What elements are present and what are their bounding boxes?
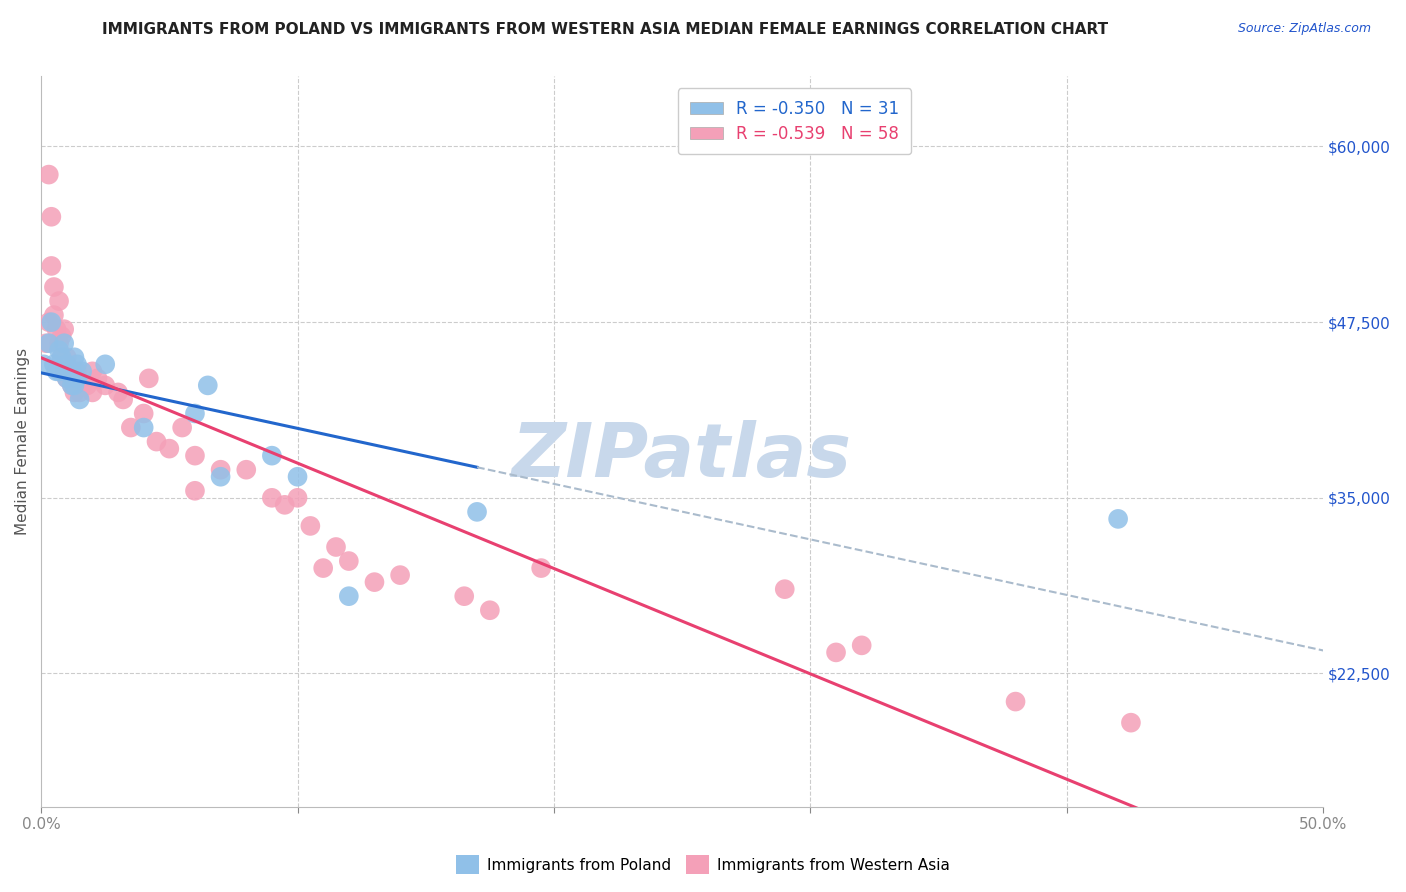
Point bbox=[60, 371, 83, 385]
Point bbox=[184, 483, 207, 498]
Point bbox=[235, 463, 257, 477]
Point bbox=[299, 519, 322, 533]
Point bbox=[55, 357, 77, 371]
Point bbox=[86, 371, 108, 385]
Point bbox=[41, 315, 63, 329]
Point bbox=[48, 343, 70, 358]
Point bbox=[69, 392, 91, 407]
Text: Source: ZipAtlas.com: Source: ZipAtlas.com bbox=[1237, 22, 1371, 36]
Point bbox=[58, 364, 80, 378]
Point bbox=[389, 568, 412, 582]
Point bbox=[53, 364, 76, 378]
Point bbox=[94, 357, 117, 371]
Point bbox=[773, 582, 796, 596]
Point bbox=[51, 351, 73, 365]
Y-axis label: Median Female Earnings: Median Female Earnings bbox=[15, 348, 30, 535]
Point bbox=[825, 645, 848, 659]
Point bbox=[184, 407, 207, 421]
Point bbox=[48, 336, 70, 351]
Text: ZIPatlas: ZIPatlas bbox=[512, 420, 852, 492]
Point bbox=[38, 168, 60, 182]
Point bbox=[851, 639, 873, 653]
Point bbox=[132, 420, 155, 434]
Point bbox=[53, 336, 76, 351]
Point bbox=[337, 589, 360, 603]
Point bbox=[42, 308, 65, 322]
Point bbox=[66, 364, 89, 378]
Point bbox=[363, 575, 385, 590]
Point bbox=[287, 469, 309, 483]
Point bbox=[42, 280, 65, 294]
Point bbox=[41, 210, 63, 224]
Point bbox=[312, 561, 335, 575]
Point bbox=[66, 357, 89, 371]
Point bbox=[48, 294, 70, 309]
Point bbox=[197, 378, 219, 392]
Point bbox=[94, 378, 117, 392]
Point bbox=[69, 385, 91, 400]
Point bbox=[53, 364, 76, 378]
Text: IMMIGRANTS FROM POLAND VS IMMIGRANTS FROM WESTERN ASIA MEDIAN FEMALE EARNINGS CO: IMMIGRANTS FROM POLAND VS IMMIGRANTS FRO… bbox=[101, 22, 1108, 37]
Point bbox=[132, 407, 155, 421]
Point bbox=[41, 259, 63, 273]
Point bbox=[60, 364, 83, 378]
Point bbox=[530, 561, 553, 575]
Point bbox=[145, 434, 167, 449]
Point bbox=[53, 322, 76, 336]
Point bbox=[120, 420, 142, 434]
Point bbox=[172, 420, 194, 434]
Point bbox=[107, 385, 129, 400]
Point bbox=[38, 336, 60, 351]
Point bbox=[48, 364, 70, 378]
Point bbox=[209, 469, 232, 483]
Point bbox=[260, 491, 283, 505]
Point bbox=[51, 351, 73, 365]
Point bbox=[184, 449, 207, 463]
Point bbox=[287, 491, 309, 505]
Point bbox=[112, 392, 135, 407]
Point bbox=[45, 322, 67, 336]
Point bbox=[58, 364, 80, 378]
Point bbox=[478, 603, 501, 617]
Point bbox=[35, 336, 58, 351]
Point bbox=[55, 371, 77, 385]
Point bbox=[51, 329, 73, 343]
Point bbox=[453, 589, 475, 603]
Point bbox=[60, 378, 83, 392]
Point bbox=[1004, 695, 1026, 709]
Point bbox=[60, 378, 83, 392]
Point bbox=[55, 351, 77, 365]
Point bbox=[209, 463, 232, 477]
Point bbox=[1119, 715, 1142, 730]
Legend: Immigrants from Poland, Immigrants from Western Asia: Immigrants from Poland, Immigrants from … bbox=[450, 849, 956, 880]
Point bbox=[70, 378, 93, 392]
Point bbox=[70, 364, 93, 378]
Point bbox=[63, 378, 86, 392]
Point bbox=[274, 498, 297, 512]
Point bbox=[337, 554, 360, 568]
Point bbox=[42, 357, 65, 371]
Point bbox=[82, 385, 104, 400]
Legend: R = -0.350   N = 31, R = -0.539   N = 58: R = -0.350 N = 31, R = -0.539 N = 58 bbox=[678, 88, 911, 154]
Point bbox=[157, 442, 180, 456]
Point bbox=[45, 364, 67, 378]
Point bbox=[55, 371, 77, 385]
Point bbox=[66, 371, 89, 385]
Point bbox=[325, 540, 347, 554]
Point bbox=[63, 385, 86, 400]
Point bbox=[32, 357, 55, 371]
Point bbox=[63, 351, 86, 365]
Point bbox=[1107, 512, 1129, 526]
Point bbox=[465, 505, 488, 519]
Point bbox=[138, 371, 160, 385]
Point bbox=[76, 378, 98, 392]
Point bbox=[63, 364, 86, 378]
Point bbox=[38, 315, 60, 329]
Point bbox=[260, 449, 283, 463]
Point bbox=[82, 364, 104, 378]
